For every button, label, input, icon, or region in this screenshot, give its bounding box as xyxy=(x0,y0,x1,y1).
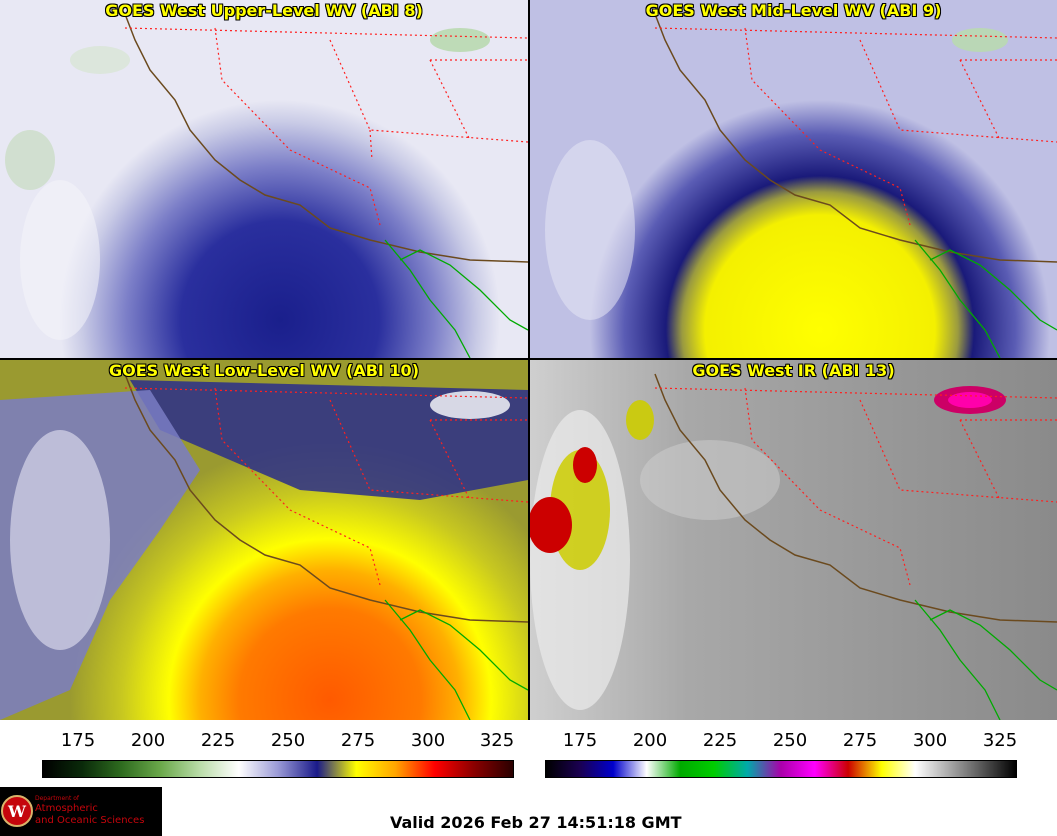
wv-tick-label: 200 xyxy=(130,730,166,751)
ir-tick-label: 300 xyxy=(912,730,948,751)
upper-level-wv-panel: GOES West Upper-Level WV (ABI 8) xyxy=(0,0,528,358)
uw-crest-icon: W xyxy=(1,795,33,827)
aos-logo-text: Department of Atmospheric and Oceanic Sc… xyxy=(35,795,145,826)
wv-colorbar xyxy=(42,760,514,778)
upper-level-wv-image xyxy=(0,0,528,358)
mid-level-wv-image xyxy=(530,0,1057,358)
wv-tick-label: 175 xyxy=(60,730,96,751)
low-level-wv-image xyxy=(0,360,528,720)
wv-tick-label: 250 xyxy=(270,730,306,751)
ir-panel: GOES West IR (ABI 13) xyxy=(530,360,1057,720)
mid-level-wv-panel: GOES West Mid-Level WV (ABI 9) xyxy=(530,0,1057,358)
ir-tick-label: 275 xyxy=(842,730,878,751)
ir-colorbar xyxy=(545,760,1017,778)
wv-tick-label: 300 xyxy=(410,730,446,751)
low-level-wv-panel: GOES West Low-Level WV (ABI 10) xyxy=(0,360,528,720)
wv-tick-label: 325 xyxy=(479,730,515,751)
ir-tick-label: 200 xyxy=(632,730,668,751)
panel-divider-vertical xyxy=(528,0,530,720)
ir-tick-label: 225 xyxy=(702,730,738,751)
ir-tick-label: 175 xyxy=(562,730,598,751)
ir-tick-label: 325 xyxy=(982,730,1018,751)
svg-text:W: W xyxy=(7,802,27,821)
wv-color-scale: 175 200 225 250 275 300 325 xyxy=(0,724,528,784)
wv-tick-label: 225 xyxy=(200,730,236,751)
ir-image xyxy=(530,360,1057,720)
valid-time-label: Valid 2026 Feb 27 14:51:18 GMT xyxy=(390,813,682,832)
wv-tick-label: 275 xyxy=(340,730,376,751)
panel-divider-horizontal xyxy=(0,358,1057,360)
aos-logo: W Department of Atmospheric and Oceanic … xyxy=(0,787,162,836)
ir-tick-label: 250 xyxy=(772,730,808,751)
ir-color-scale: 175 200 225 250 275 300 325 xyxy=(530,724,1057,784)
